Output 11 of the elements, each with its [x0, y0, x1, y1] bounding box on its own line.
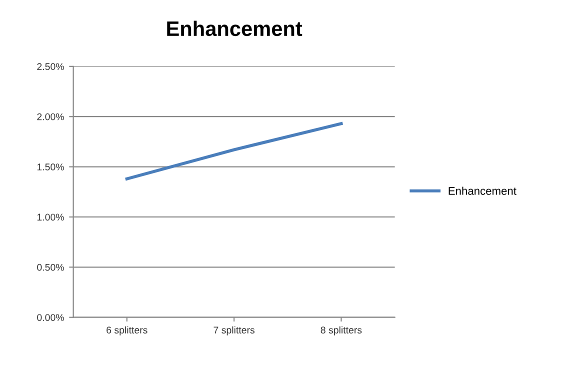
x-tick-label: 8 splitters	[320, 326, 362, 336]
y-tick-label: 2.50%	[37, 63, 64, 70]
y-tick-label: 2.00%	[37, 113, 64, 120]
y-tick-label: 1.50%	[37, 164, 64, 170]
y-tick-label: 0.00%	[37, 314, 64, 321]
y-tick-label: 1.00%	[37, 214, 64, 221]
y-tick-label: 0.50%	[37, 264, 64, 271]
x-tick-label: 6 splitters	[106, 326, 148, 336]
chart-title: Enhancement	[167, 20, 302, 36]
x-tick-label: 7 splitters	[214, 326, 255, 336]
legend-label: Enhancement	[448, 186, 516, 195]
